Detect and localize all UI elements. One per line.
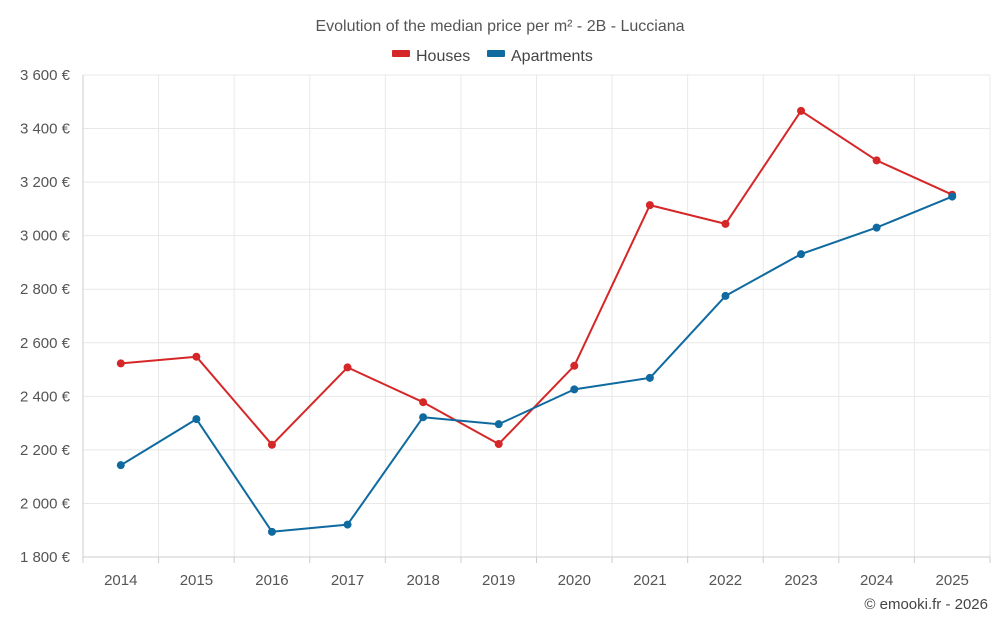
x-tick-label: 2024 [860, 572, 893, 589]
data-point-apartments[interactable] [645, 373, 654, 382]
y-tick-label: 3 600 € [20, 67, 71, 84]
data-point-apartments[interactable] [948, 192, 957, 201]
x-tick-label: 2019 [482, 572, 515, 589]
series-line-houses [120, 109, 953, 446]
y-tick-label: 3 400 € [20, 121, 71, 138]
data-point-apartments[interactable] [419, 413, 428, 422]
data-point-apartments[interactable] [267, 527, 276, 536]
legend-label-houses[interactable]: Houses [416, 48, 470, 65]
y-tick-label: 3 200 € [20, 174, 71, 191]
data-point-houses[interactable] [872, 156, 881, 165]
data-point-houses[interactable] [645, 201, 654, 210]
data-point-houses[interactable] [570, 361, 579, 370]
x-tick-label: 2021 [633, 572, 666, 589]
x-tick-label: 2015 [180, 572, 213, 589]
data-point-apartments[interactable] [116, 461, 125, 470]
x-tick-label: 2020 [558, 572, 591, 589]
y-axis: 1 800 € 2 000 € 2 200 € 2 400 € 2 600 € 2 800… [20, 67, 84, 566]
grid [83, 74, 991, 557]
data-point-houses[interactable] [343, 363, 352, 372]
data-point-houses[interactable] [192, 352, 201, 361]
data-point-apartments[interactable] [797, 250, 806, 259]
series-line-apartments [120, 195, 953, 533]
x-tick-label: 2017 [331, 572, 364, 589]
legend-swatch-apartments [487, 50, 505, 57]
data-point-apartments[interactable] [570, 385, 579, 394]
data-point-houses[interactable] [721, 219, 730, 228]
x-tick-label: 2016 [255, 572, 288, 589]
legend: Houses Apartments [392, 48, 593, 65]
chart-title: Evolution of the median price per m² - 2… [315, 18, 684, 35]
x-tick-label: 2023 [784, 572, 817, 589]
data-point-houses[interactable] [797, 106, 806, 115]
y-tick-label: 1 800 € [20, 549, 71, 566]
data-point-houses[interactable] [116, 359, 125, 368]
y-tick-label: 3 000 € [20, 228, 71, 245]
y-tick-label: 2 000 € [20, 495, 71, 512]
y-tick-label: 2 200 € [20, 442, 71, 459]
series-houses [116, 106, 957, 449]
x-tick-label: 2025 [936, 572, 969, 589]
data-point-houses[interactable] [267, 440, 276, 449]
data-point-apartments[interactable] [872, 223, 881, 232]
x-tick-label: 2018 [406, 572, 439, 589]
data-point-houses[interactable] [494, 439, 503, 448]
legend-label-apartments[interactable]: Apartments [511, 48, 593, 65]
x-tick-label: 2014 [104, 572, 137, 589]
y-tick-label: 2 800 € [20, 281, 71, 298]
series-layer [116, 106, 957, 536]
y-tick-label: 2 600 € [20, 335, 71, 352]
x-axis: 2014 2015 2016 2017 2018 2019 2020 2021 2022 2023… [82, 556, 991, 589]
y-tick-label: 2 400 € [20, 388, 71, 405]
data-point-apartments[interactable] [192, 415, 201, 424]
series-apartments [116, 192, 957, 536]
x-tick-label: 2022 [709, 572, 742, 589]
data-point-apartments[interactable] [721, 291, 730, 300]
legend-swatch-houses [392, 50, 410, 57]
credit-text: © emooki.fr - 2026 [864, 596, 988, 613]
data-point-apartments[interactable] [343, 520, 352, 529]
data-point-houses[interactable] [419, 398, 428, 407]
data-point-apartments[interactable] [494, 420, 503, 429]
